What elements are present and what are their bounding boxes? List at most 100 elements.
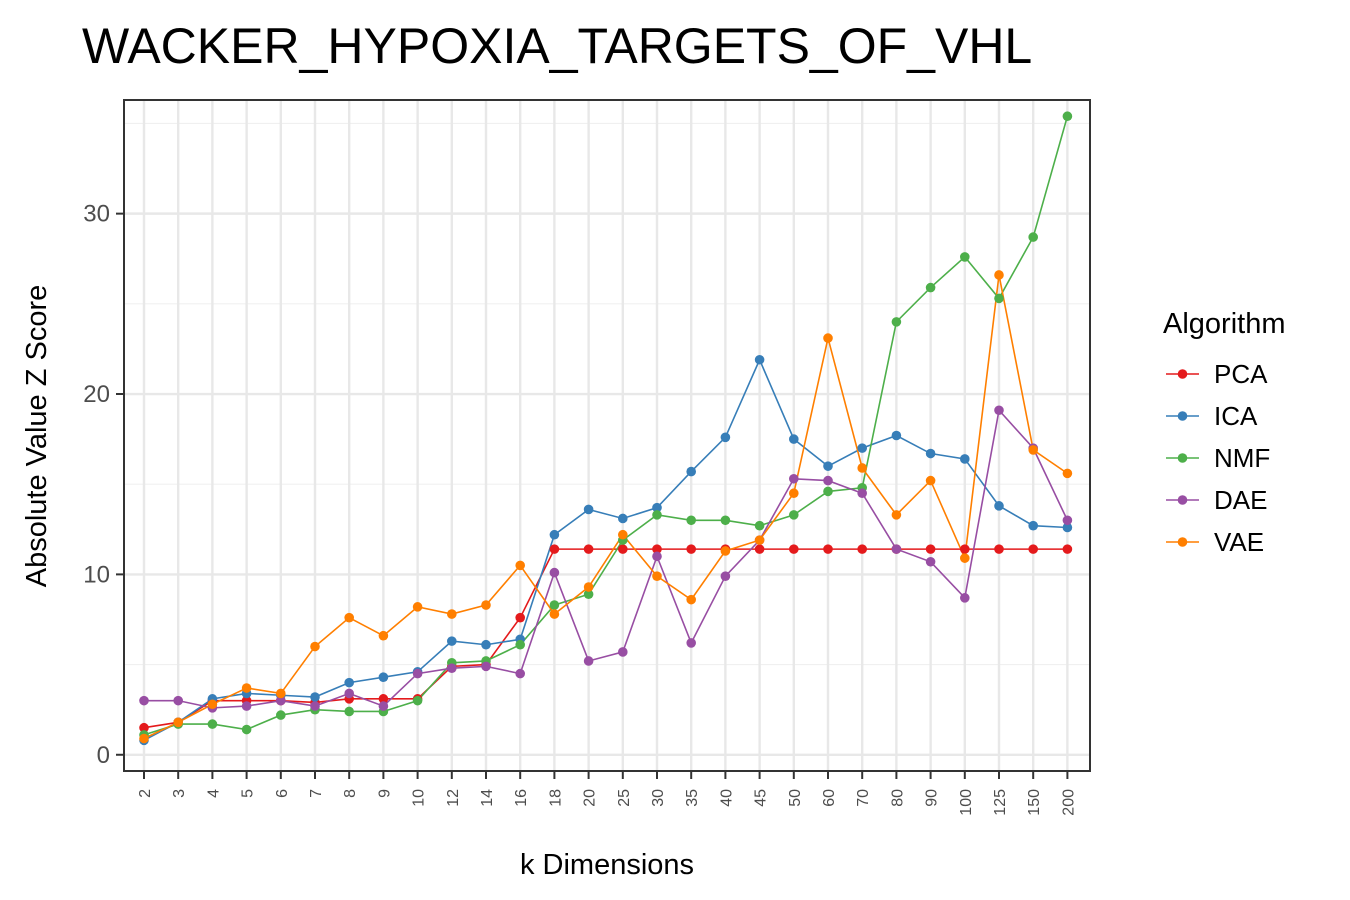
data-point-ica: [789, 434, 799, 444]
x-tick-label: 125: [992, 789, 1009, 816]
data-point-vae: [720, 546, 731, 556]
data-point-nmf: [1062, 111, 1073, 122]
data-point-vae: [412, 602, 423, 612]
data-point-dae: [891, 544, 902, 554]
data-point-nmf: [583, 589, 594, 600]
x-tick-label: 5: [240, 789, 257, 798]
data-point-dae: [447, 663, 457, 673]
data-point-dae: [549, 567, 560, 578]
data-point-vae: [1062, 468, 1073, 479]
x-tick-label: 4: [205, 789, 222, 798]
data-point-vae: [789, 488, 799, 499]
series-line-nmf: [143, 116, 1069, 736]
legend-label-ica: ICA: [1214, 401, 1258, 431]
data-point-pca: [652, 544, 662, 554]
data-point-ica: [720, 432, 731, 443]
data-point-vae: [378, 630, 389, 641]
x-tick-label: 60: [821, 789, 838, 807]
data-point-pca: [618, 544, 628, 554]
data-point-nmf: [720, 515, 731, 526]
data-point-nmf: [925, 282, 936, 293]
data-point-pca: [994, 544, 1004, 554]
x-tick-label: 150: [1026, 789, 1043, 816]
x-tick-label: 3: [171, 789, 188, 798]
data-point-ica: [891, 430, 902, 441]
x-tick-label: 25: [616, 789, 633, 807]
data-point-nmf: [789, 510, 799, 520]
data-point-vae: [857, 463, 867, 473]
legend-key-point-dae: [1177, 495, 1188, 505]
x-tick-label: 16: [513, 789, 530, 807]
data-point-dae: [344, 688, 355, 699]
data-point-nmf: [276, 710, 286, 720]
data-point-dae: [412, 668, 423, 679]
data-point-dae: [925, 556, 936, 567]
data-point-ica: [857, 443, 867, 453]
data-point-vae: [139, 733, 149, 744]
series-line-vae: [143, 274, 1068, 740]
data-point-dae: [1062, 515, 1073, 526]
data-point-vae: [207, 699, 218, 710]
x-tick-label: 100: [958, 789, 975, 816]
y-tick-label: 20: [83, 381, 110, 408]
data-point-dae: [686, 638, 696, 648]
data-point-pca: [549, 544, 560, 554]
data-point-ica: [652, 502, 662, 513]
x-tick-label: 18: [547, 789, 564, 807]
data-point-pca: [960, 544, 970, 554]
data-point-pca: [1028, 544, 1038, 554]
legend: PCA ICA NMF DAE VAE: [1166, 359, 1270, 557]
data-point-ica: [378, 672, 389, 683]
data-point-dae: [378, 701, 389, 711]
legend-label-pca: PCA: [1214, 359, 1268, 389]
data-point-ica: [960, 454, 970, 464]
data-point-nmf: [823, 486, 833, 497]
x-tick-label: 20: [582, 789, 599, 807]
legend-key-point-vae: [1177, 537, 1188, 547]
data-point-dae: [241, 701, 252, 711]
data-point-pca: [378, 694, 389, 704]
data-point-pca: [515, 612, 525, 623]
chart-title: WACKER_HYPOXIA_TARGETS_OF_VHL: [82, 18, 1032, 74]
data-point-nmf: [241, 724, 252, 735]
x-tick-label: 7: [308, 789, 325, 798]
data-point-vae: [241, 683, 252, 693]
data-point-dae: [310, 701, 320, 711]
data-point-ica: [447, 636, 457, 646]
data-point-nmf: [515, 639, 525, 650]
x-tick-label: 70: [855, 789, 872, 807]
data-point-dae: [276, 695, 286, 706]
data-point-pca: [139, 722, 149, 733]
legend-key-point-ica: [1177, 411, 1188, 421]
x-tick-label: 200: [1060, 789, 1077, 816]
data-point-vae: [515, 560, 525, 571]
data-point-vae: [276, 688, 286, 699]
data-point-vae: [891, 510, 902, 520]
y-tick-label: 30: [83, 201, 110, 228]
x-tick-label: 40: [718, 789, 735, 807]
data-point-vae: [310, 641, 320, 652]
data-point-dae: [960, 593, 970, 603]
x-tick-label: 90: [924, 789, 941, 807]
x-tick-label: 2: [137, 789, 154, 798]
data-point-dae: [652, 551, 662, 562]
x-tick-label: 14: [479, 789, 496, 807]
data-point-pca: [754, 544, 765, 554]
series-line-dae: [144, 408, 1069, 709]
y-axis-title: Absolute Value Z Score: [21, 285, 53, 588]
data-point-ica: [823, 461, 833, 471]
x-tick-label: 80: [889, 789, 906, 807]
data-point-vae: [994, 270, 1004, 280]
data-point-dae: [515, 668, 525, 679]
data-point-ica: [925, 448, 936, 459]
data-point-vae: [447, 609, 457, 619]
data-point-pca: [1062, 544, 1073, 554]
data-point-vae: [1028, 445, 1038, 455]
data-point-nmf: [960, 252, 970, 262]
data-point-nmf: [549, 600, 560, 610]
data-point-dae: [173, 695, 183, 706]
data-point-ica: [310, 692, 320, 702]
data-point-dae: [789, 473, 799, 484]
x-tick-label: 35: [684, 789, 701, 807]
